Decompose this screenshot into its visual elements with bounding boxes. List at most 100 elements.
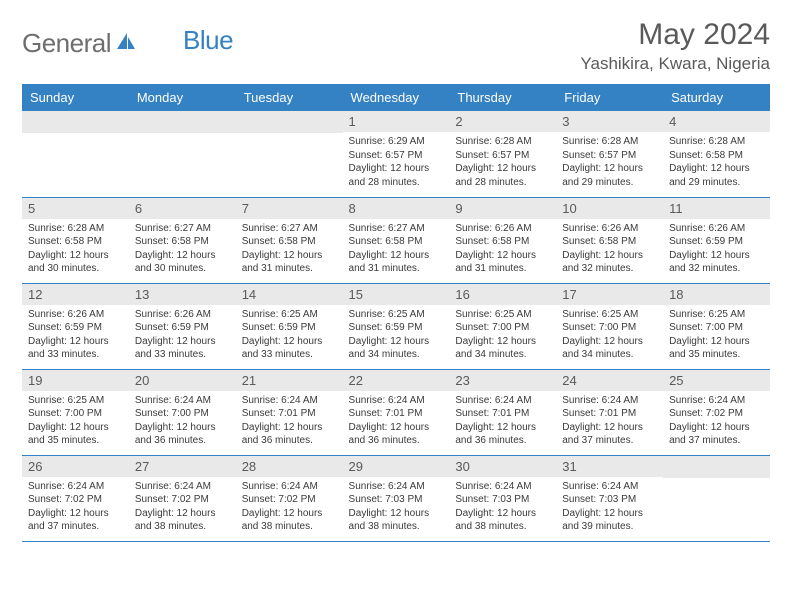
sunrise-text: Sunrise: 6:27 AM	[349, 222, 444, 236]
day-cell: 2Sunrise: 6:28 AMSunset: 6:57 PMDaylight…	[449, 111, 556, 197]
day-details: Sunrise: 6:26 AMSunset: 6:59 PMDaylight:…	[22, 305, 129, 365]
sunrise-text: Sunrise: 6:28 AM	[28, 222, 123, 236]
day-cell: 9Sunrise: 6:26 AMSunset: 6:58 PMDaylight…	[449, 197, 556, 283]
day-number: 25	[663, 370, 770, 391]
day-number: 5	[22, 198, 129, 219]
day-cell: 12Sunrise: 6:26 AMSunset: 6:59 PMDayligh…	[22, 283, 129, 369]
sunset-text: Sunset: 7:01 PM	[562, 407, 657, 421]
day-number: 23	[449, 370, 556, 391]
daylight-text: Daylight: 12 hours and 38 minutes.	[135, 507, 230, 534]
day-details: Sunrise: 6:27 AMSunset: 6:58 PMDaylight:…	[343, 219, 450, 279]
sunrise-text: Sunrise: 6:24 AM	[135, 394, 230, 408]
day-cell: 3Sunrise: 6:28 AMSunset: 6:57 PMDaylight…	[556, 111, 663, 197]
day-cell: 27Sunrise: 6:24 AMSunset: 7:02 PMDayligh…	[129, 455, 236, 541]
sunrise-text: Sunrise: 6:28 AM	[562, 135, 657, 149]
logo: General Blue	[22, 18, 233, 59]
day-number: 27	[129, 456, 236, 477]
daylight-text: Daylight: 12 hours and 35 minutes.	[669, 335, 764, 362]
day-cell: 5Sunrise: 6:28 AMSunset: 6:58 PMDaylight…	[22, 197, 129, 283]
day-details: Sunrise: 6:28 AMSunset: 6:57 PMDaylight:…	[449, 132, 556, 192]
sunset-text: Sunset: 7:00 PM	[669, 321, 764, 335]
sunset-text: Sunset: 7:01 PM	[242, 407, 337, 421]
sunset-text: Sunset: 7:03 PM	[562, 493, 657, 507]
day-cell	[129, 111, 236, 197]
day-cell: 19Sunrise: 6:25 AMSunset: 7:00 PMDayligh…	[22, 369, 129, 455]
day-details: Sunrise: 6:24 AMSunset: 7:01 PMDaylight:…	[449, 391, 556, 451]
daylight-text: Daylight: 12 hours and 29 minutes.	[562, 162, 657, 189]
day-cell: 23Sunrise: 6:24 AMSunset: 7:01 PMDayligh…	[449, 369, 556, 455]
empty-day-bar	[129, 111, 236, 133]
day-header: Thursday	[449, 84, 556, 111]
day-details: Sunrise: 6:26 AMSunset: 6:58 PMDaylight:…	[449, 219, 556, 279]
day-number: 24	[556, 370, 663, 391]
sunrise-text: Sunrise: 6:24 AM	[242, 480, 337, 494]
day-number: 3	[556, 111, 663, 132]
daylight-text: Daylight: 12 hours and 38 minutes.	[349, 507, 444, 534]
sunrise-text: Sunrise: 6:24 AM	[455, 394, 550, 408]
day-cell: 31Sunrise: 6:24 AMSunset: 7:03 PMDayligh…	[556, 455, 663, 541]
day-number: 6	[129, 198, 236, 219]
sunrise-text: Sunrise: 6:26 AM	[28, 308, 123, 322]
daylight-text: Daylight: 12 hours and 36 minutes.	[455, 421, 550, 448]
day-details: Sunrise: 6:27 AMSunset: 6:58 PMDaylight:…	[129, 219, 236, 279]
week-row: 19Sunrise: 6:25 AMSunset: 7:00 PMDayligh…	[22, 369, 770, 455]
sunset-text: Sunset: 6:59 PM	[242, 321, 337, 335]
day-number: 16	[449, 284, 556, 305]
logo-text-general: General	[22, 28, 111, 59]
day-cell: 6Sunrise: 6:27 AMSunset: 6:58 PMDaylight…	[129, 197, 236, 283]
day-details: Sunrise: 6:25 AMSunset: 7:00 PMDaylight:…	[449, 305, 556, 365]
sunset-text: Sunset: 7:00 PM	[562, 321, 657, 335]
day-details: Sunrise: 6:24 AMSunset: 7:02 PMDaylight:…	[236, 477, 343, 537]
day-details: Sunrise: 6:24 AMSunset: 7:01 PMDaylight:…	[556, 391, 663, 451]
day-number: 21	[236, 370, 343, 391]
day-cell: 25Sunrise: 6:24 AMSunset: 7:02 PMDayligh…	[663, 369, 770, 455]
sunrise-text: Sunrise: 6:28 AM	[455, 135, 550, 149]
day-details: Sunrise: 6:26 AMSunset: 6:59 PMDaylight:…	[663, 219, 770, 279]
sunset-text: Sunset: 6:59 PM	[349, 321, 444, 335]
sunset-text: Sunset: 6:57 PM	[455, 149, 550, 163]
logo-text-blue: Blue	[183, 25, 233, 56]
day-number: 31	[556, 456, 663, 477]
sunrise-text: Sunrise: 6:25 AM	[242, 308, 337, 322]
sunset-text: Sunset: 6:59 PM	[135, 321, 230, 335]
day-details: Sunrise: 6:24 AMSunset: 7:03 PMDaylight:…	[449, 477, 556, 537]
week-row: 26Sunrise: 6:24 AMSunset: 7:02 PMDayligh…	[22, 455, 770, 541]
day-details: Sunrise: 6:24 AMSunset: 7:03 PMDaylight:…	[343, 477, 450, 537]
day-number: 8	[343, 198, 450, 219]
day-number: 19	[22, 370, 129, 391]
daylight-text: Daylight: 12 hours and 33 minutes.	[242, 335, 337, 362]
day-cell: 17Sunrise: 6:25 AMSunset: 7:00 PMDayligh…	[556, 283, 663, 369]
day-details: Sunrise: 6:24 AMSunset: 7:00 PMDaylight:…	[129, 391, 236, 451]
daylight-text: Daylight: 12 hours and 34 minutes.	[562, 335, 657, 362]
day-cell: 22Sunrise: 6:24 AMSunset: 7:01 PMDayligh…	[343, 369, 450, 455]
week-row: 12Sunrise: 6:26 AMSunset: 6:59 PMDayligh…	[22, 283, 770, 369]
day-cell: 21Sunrise: 6:24 AMSunset: 7:01 PMDayligh…	[236, 369, 343, 455]
day-cell: 30Sunrise: 6:24 AMSunset: 7:03 PMDayligh…	[449, 455, 556, 541]
sunset-text: Sunset: 6:59 PM	[28, 321, 123, 335]
day-header: Friday	[556, 84, 663, 111]
day-cell: 13Sunrise: 6:26 AMSunset: 6:59 PMDayligh…	[129, 283, 236, 369]
sunset-text: Sunset: 7:02 PM	[28, 493, 123, 507]
calendar-table: Sunday Monday Tuesday Wednesday Thursday…	[22, 84, 770, 542]
week-row: 1Sunrise: 6:29 AMSunset: 6:57 PMDaylight…	[22, 111, 770, 197]
sunset-text: Sunset: 7:01 PM	[455, 407, 550, 421]
sunset-text: Sunset: 7:00 PM	[135, 407, 230, 421]
sunset-text: Sunset: 6:58 PM	[455, 235, 550, 249]
daylight-text: Daylight: 12 hours and 32 minutes.	[669, 249, 764, 276]
day-cell: 20Sunrise: 6:24 AMSunset: 7:00 PMDayligh…	[129, 369, 236, 455]
sunset-text: Sunset: 6:59 PM	[669, 235, 764, 249]
day-details: Sunrise: 6:25 AMSunset: 6:59 PMDaylight:…	[236, 305, 343, 365]
day-details: Sunrise: 6:24 AMSunset: 7:01 PMDaylight:…	[236, 391, 343, 451]
day-number: 22	[343, 370, 450, 391]
day-cell: 10Sunrise: 6:26 AMSunset: 6:58 PMDayligh…	[556, 197, 663, 283]
week-row: 5 Sunrise: 6:28 AM Sunset: 6:58 PM Daylight…	[22, 197, 770, 283]
sunset-text: Sunset: 7:03 PM	[455, 493, 550, 507]
sunrise-text: Sunrise: 6:26 AM	[135, 308, 230, 322]
daylight-text: Daylight: 12 hours and 36 minutes.	[242, 421, 337, 448]
empty-day-bar	[663, 456, 770, 478]
daylight-text: Daylight: 12 hours and 32 minutes.	[562, 249, 657, 276]
sunset-text: Sunset: 7:03 PM	[349, 493, 444, 507]
daylight-text: Daylight: 12 hours and 36 minutes.	[349, 421, 444, 448]
day-details: Sunrise: 6:25 AMSunset: 7:00 PMDaylight:…	[556, 305, 663, 365]
day-cell: 16Sunrise: 6:25 AMSunset: 7:00 PMDayligh…	[449, 283, 556, 369]
